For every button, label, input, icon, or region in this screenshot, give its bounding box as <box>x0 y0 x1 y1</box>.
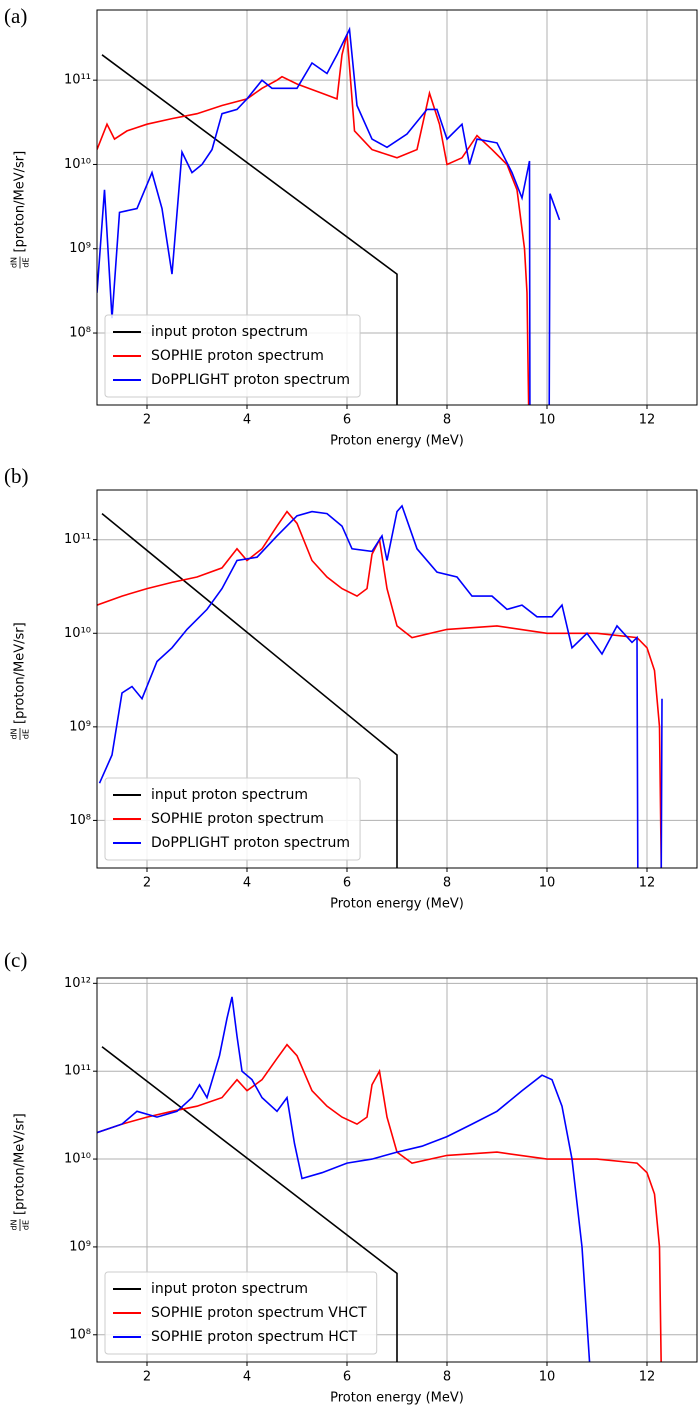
series-line <box>97 996 591 1362</box>
x-tick-label: 10 <box>539 876 556 891</box>
x-tick-label: 8 <box>443 1370 451 1385</box>
panel-label: (a) <box>4 4 27 28</box>
x-tick-label: 4 <box>243 1370 251 1385</box>
x-tick-label: 2 <box>143 1370 151 1385</box>
x-tick-label: 8 <box>443 413 451 428</box>
x-tick-label: 6 <box>343 876 351 891</box>
x-axis-label: Proton energy (MeV) <box>330 897 464 912</box>
x-tick-label: 8 <box>443 876 451 891</box>
y-label-text: [proton/MeV/sr] <box>13 1113 28 1215</box>
legend-label: SOPHIE proton spectrum HCT <box>151 1329 358 1345</box>
series-line <box>101 1046 398 1362</box>
x-axis-label: Proton energy (MeV) <box>330 1391 464 1406</box>
axes-frame <box>96 977 698 1363</box>
y-tick-label: 10⁸ <box>69 1327 91 1342</box>
y-axis-label: dN dE [proton/MeV/sr] <box>10 1113 31 1231</box>
y-label-denominator: dE <box>22 1220 31 1230</box>
legend-label: SOPHIE proton spectrum VHCT <box>151 1305 367 1321</box>
y-tick-label: 10¹¹ <box>64 532 91 547</box>
x-tick-label: 4 <box>243 413 251 428</box>
panel-label: (b) <box>4 464 29 488</box>
y-tick-label: 10¹¹ <box>64 73 91 88</box>
x-tick-label: 6 <box>343 413 351 428</box>
legend-box <box>104 777 361 861</box>
x-tick-label: 2 <box>143 413 151 428</box>
x-tick-label: 10 <box>539 1370 556 1385</box>
y-label-text: [proton/MeV/sr] <box>13 622 28 724</box>
y-tick-label: 10¹² <box>64 976 91 991</box>
legend-label: input proton spectrum <box>151 787 308 803</box>
x-tick-label: 4 <box>243 876 251 891</box>
series-line <box>101 512 398 868</box>
legend-label: DoPPLIGHT proton spectrum <box>151 372 350 388</box>
legend-label: SOPHIE proton spectrum <box>151 811 324 827</box>
series-line <box>97 34 530 405</box>
y-label-numerator: dN <box>10 1219 19 1230</box>
axes-frame <box>96 489 698 869</box>
y-label-numerator: dN <box>10 257 19 268</box>
y-label-denominator: dE <box>22 729 31 739</box>
legend-box <box>104 1271 378 1355</box>
y-label-numerator: dN <box>10 728 19 739</box>
legend-box <box>104 314 361 398</box>
y-axis-label: dN dE [proton/MeV/sr] <box>10 622 31 740</box>
x-tick-label: 12 <box>639 1370 656 1385</box>
y-axis-label: dN dE [proton/MeV/sr] <box>10 151 31 269</box>
y-tick-label: 10⁸ <box>69 326 91 341</box>
y-tick-label: 10⁸ <box>69 813 91 828</box>
series-line <box>97 1043 662 1362</box>
y-label-text: [proton/MeV/sr] <box>13 151 28 253</box>
legend-label: SOPHIE proton spectrum <box>151 348 324 364</box>
legend-label: input proton spectrum <box>151 324 308 340</box>
x-tick-label: 6 <box>343 1370 351 1385</box>
series-line <box>98 504 663 868</box>
y-tick-label: 10⁹ <box>69 1239 91 1254</box>
axes-frame <box>96 9 698 406</box>
y-tick-label: 10¹⁰ <box>64 1152 91 1167</box>
panel-label: (c) <box>4 948 27 972</box>
y-tick-label: 10⁹ <box>69 241 91 256</box>
legend-label: input proton spectrum <box>151 1281 308 1297</box>
x-tick-label: 12 <box>639 876 656 891</box>
series-line <box>97 510 663 868</box>
series-line <box>97 26 561 405</box>
y-label-denominator: dE <box>22 257 31 267</box>
x-tick-label: 12 <box>639 413 656 428</box>
x-tick-label: 2 <box>143 876 151 891</box>
series-line <box>101 54 398 405</box>
y-tick-label: 10¹⁰ <box>64 626 91 641</box>
x-axis-label: Proton energy (MeV) <box>330 434 464 449</box>
legend-label: DoPPLIGHT proton spectrum <box>151 835 350 851</box>
y-tick-label: 10⁹ <box>69 719 91 734</box>
y-tick-label: 10¹¹ <box>64 1064 91 1079</box>
x-tick-label: 10 <box>539 413 556 428</box>
y-tick-label: 10¹⁰ <box>64 157 91 172</box>
